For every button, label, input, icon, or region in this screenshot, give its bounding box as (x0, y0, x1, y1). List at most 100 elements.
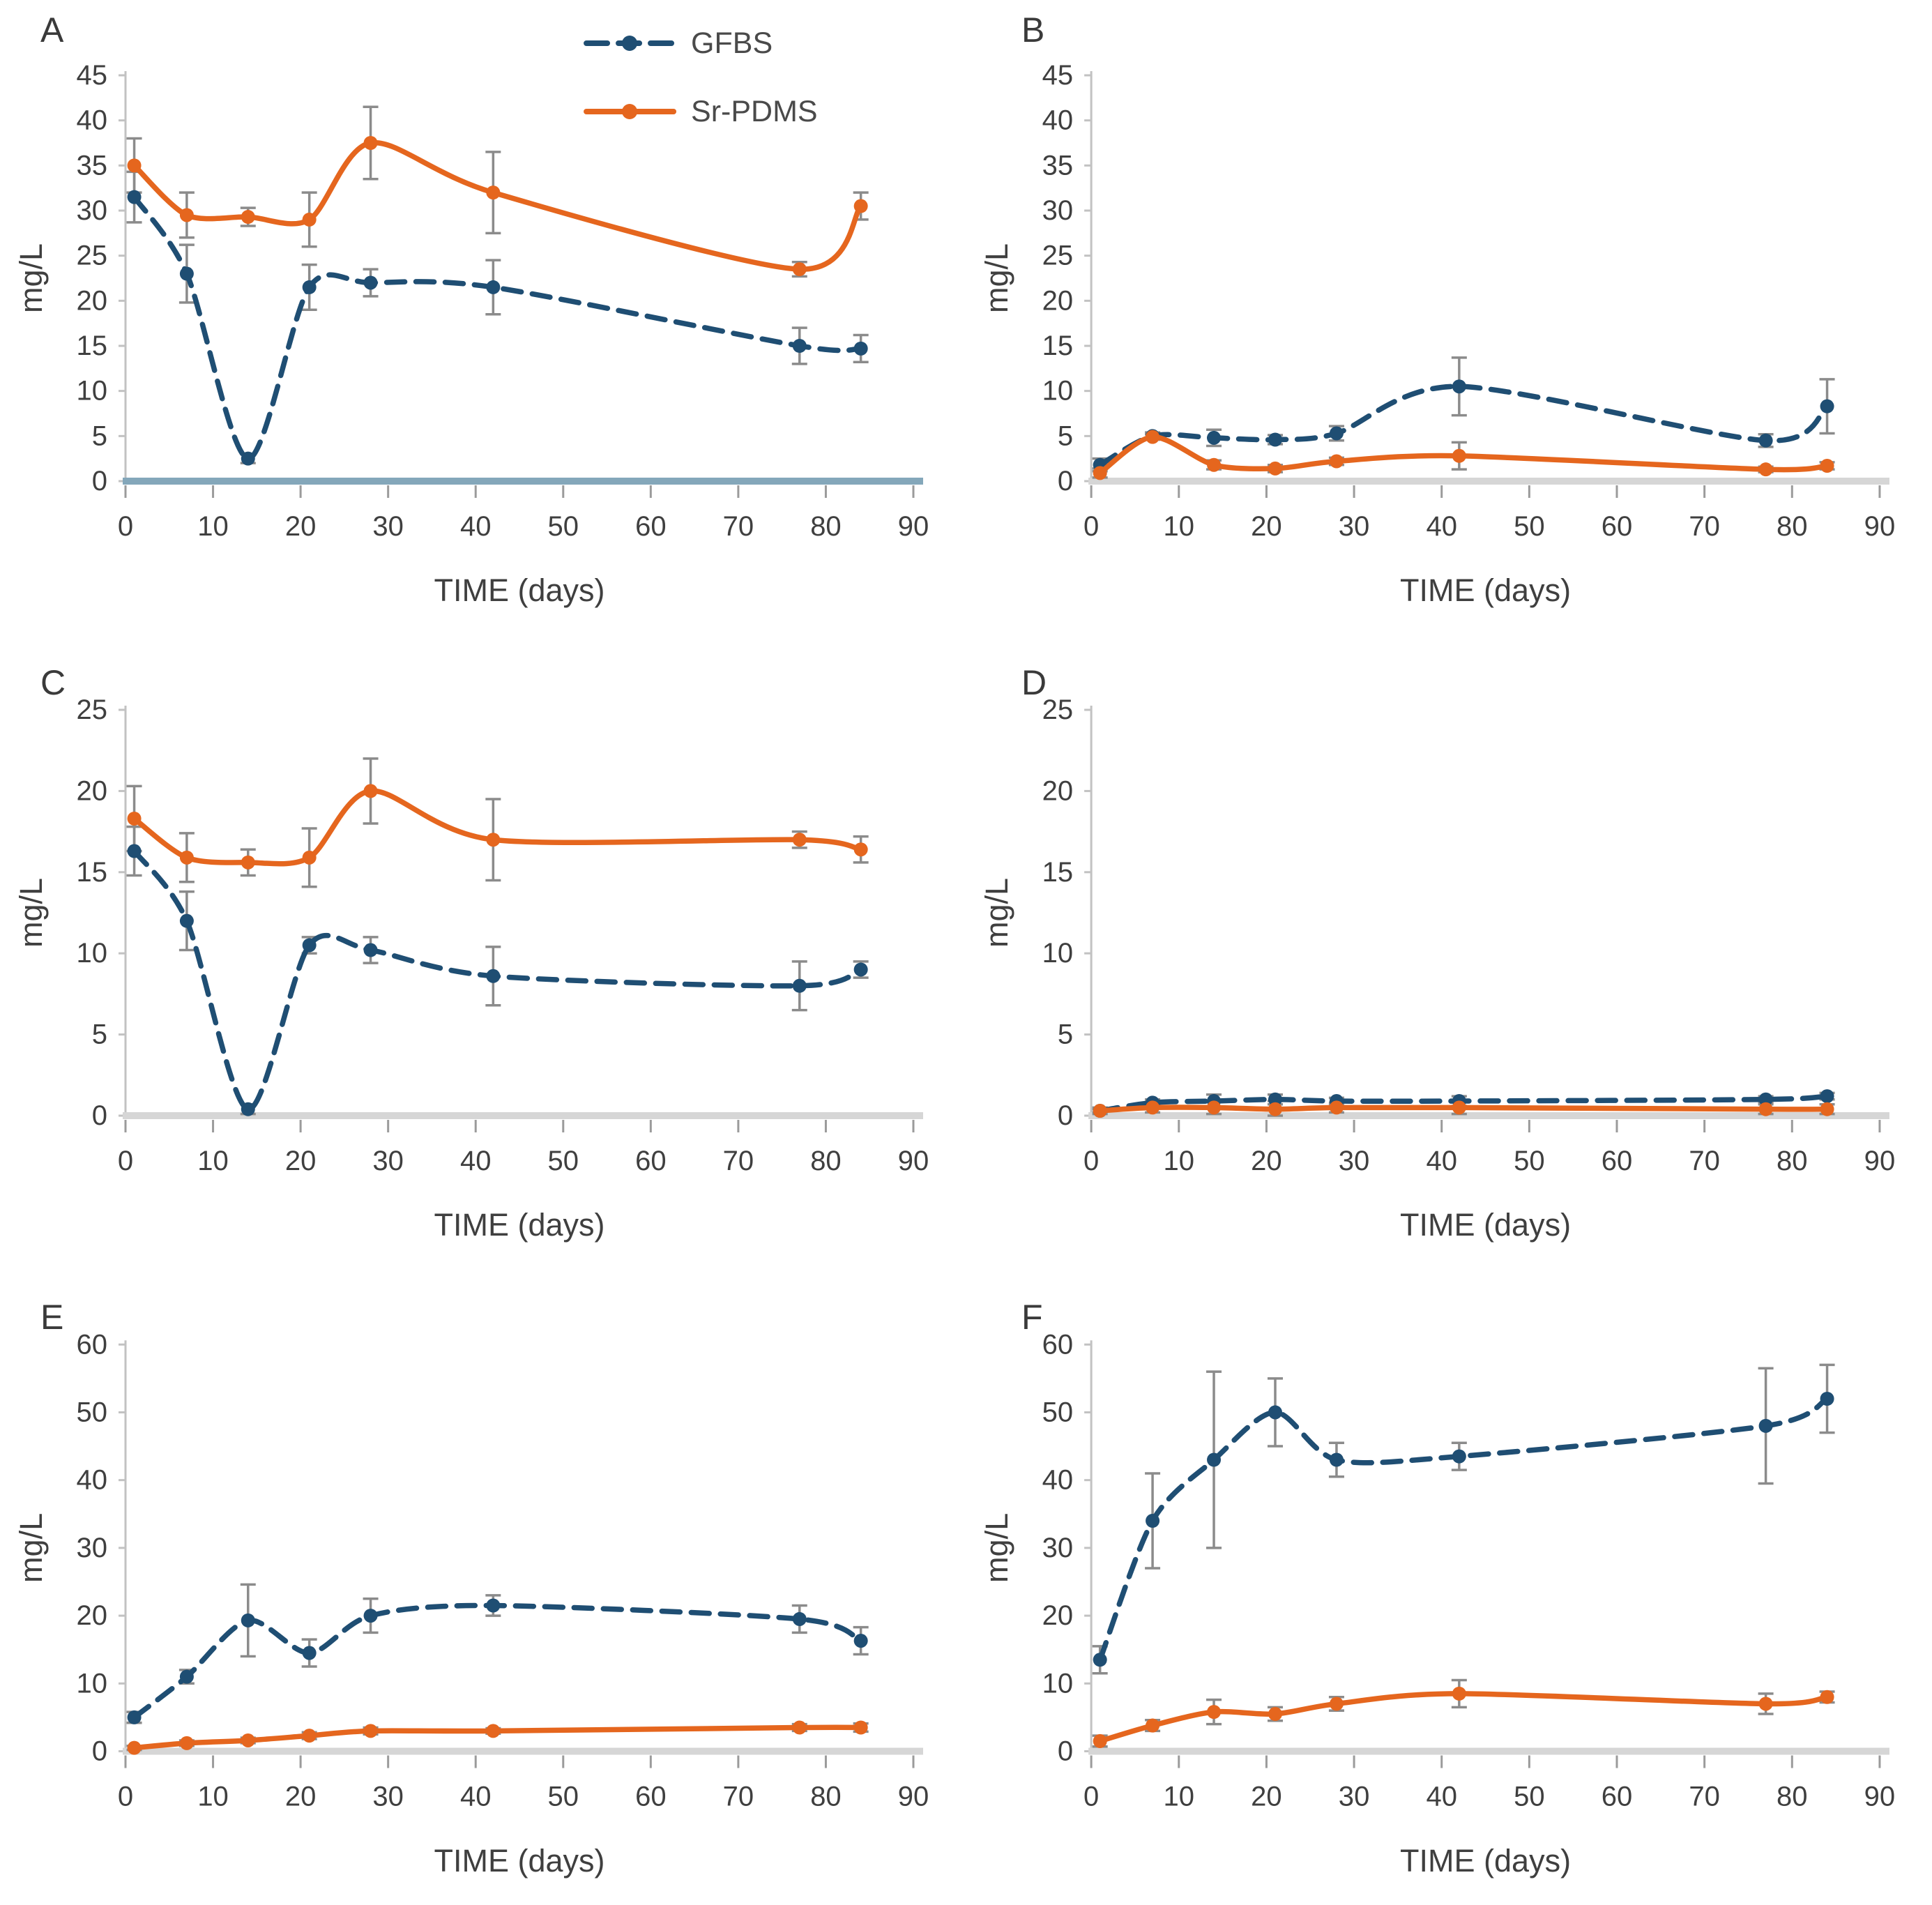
svg-text:TIME (days): TIME (days) (434, 1207, 604, 1243)
svg-text:15: 15 (77, 331, 108, 361)
svg-text:60: 60 (1042, 1329, 1074, 1360)
svg-text:25: 25 (77, 695, 108, 725)
svg-text:60: 60 (1602, 511, 1633, 542)
svg-text:80: 80 (810, 1782, 841, 1812)
svg-text:70: 70 (723, 511, 754, 542)
svg-text:80: 80 (1777, 511, 1808, 542)
svg-text:0: 0 (118, 1782, 133, 1812)
svg-text:80: 80 (810, 1146, 842, 1176)
svg-text:90: 90 (1864, 1146, 1896, 1176)
svg-text:35: 35 (1042, 150, 1074, 181)
svg-text:5: 5 (1058, 420, 1073, 451)
svg-text:15: 15 (1042, 857, 1074, 888)
svg-text:35: 35 (77, 150, 108, 181)
svg-text:20: 20 (1251, 1146, 1282, 1176)
svg-text:0: 0 (118, 1146, 133, 1176)
svg-text:10: 10 (1164, 1782, 1195, 1812)
svg-text:50: 50 (548, 1146, 579, 1176)
svg-text:40: 40 (77, 105, 108, 136)
svg-text:50: 50 (1042, 1397, 1074, 1427)
svg-text:30: 30 (372, 511, 404, 542)
svg-text:0: 0 (118, 511, 133, 542)
svg-text:40: 40 (1042, 1465, 1074, 1496)
svg-text:70: 70 (1689, 511, 1720, 542)
svg-text:10: 10 (77, 376, 108, 407)
svg-text:20: 20 (77, 775, 108, 806)
svg-text:10: 10 (1164, 511, 1195, 542)
svg-text:40: 40 (77, 1465, 107, 1496)
svg-text:40: 40 (1426, 1782, 1457, 1812)
svg-text:10: 10 (197, 1782, 228, 1812)
svg-text:30: 30 (77, 195, 108, 226)
svg-text:0: 0 (1083, 1782, 1099, 1812)
svg-text:30: 30 (1042, 195, 1074, 226)
svg-text:70: 70 (1689, 1146, 1720, 1176)
svg-text:20: 20 (1251, 1782, 1282, 1812)
svg-text:10: 10 (1042, 376, 1074, 407)
svg-text:10: 10 (77, 1668, 107, 1699)
svg-text:40: 40 (460, 1782, 491, 1812)
svg-text:10: 10 (1164, 1146, 1195, 1176)
svg-text:Sr-PDMS: Sr-PDMS (691, 95, 818, 128)
svg-text:30: 30 (1339, 511, 1370, 542)
panel-e: E 0 10 20 30 40 50 60 0 10 20 30 40 50 60 70 80 90 TIME (… (0, 1269, 966, 1905)
svg-text:30: 30 (372, 1146, 404, 1176)
svg-text:25: 25 (77, 241, 108, 271)
panel-a-chart: 0 5 10 15 20 25 30 35 40 45 0 10 20 30 40 50 60 70 80 90 TIM… (13, 26, 929, 608)
svg-text:5: 5 (92, 1019, 107, 1050)
svg-text:25: 25 (1042, 695, 1074, 725)
panel-f: F 0 10 20 30 40 50 60 0 10 20 30 40 50 60 70 80 90 TIME (… (966, 1269, 1932, 1905)
svg-text:45: 45 (77, 60, 108, 91)
svg-text:0: 0 (1083, 511, 1099, 542)
svg-text:30: 30 (372, 1782, 403, 1812)
svg-text:mg/L: mg/L (13, 878, 49, 948)
svg-text:0: 0 (1058, 1100, 1073, 1131)
svg-text:0: 0 (92, 466, 107, 496)
svg-text:15: 15 (1042, 331, 1074, 361)
svg-text:mg/L: mg/L (979, 878, 1014, 948)
svg-text:0: 0 (92, 1100, 107, 1131)
svg-text:50: 50 (1514, 511, 1545, 542)
svg-text:90: 90 (1864, 511, 1896, 542)
svg-text:20: 20 (1042, 775, 1074, 806)
svg-text:TIME (days): TIME (days) (1400, 1843, 1571, 1879)
svg-text:5: 5 (92, 420, 107, 451)
svg-text:80: 80 (810, 511, 842, 542)
svg-text:40: 40 (1426, 1146, 1457, 1176)
svg-text:60: 60 (77, 1329, 107, 1360)
svg-text:30: 30 (77, 1533, 107, 1563)
panel-f-label: F (1021, 1298, 1044, 1337)
svg-text:15: 15 (77, 857, 108, 888)
svg-text:30: 30 (1339, 1146, 1370, 1176)
svg-text:50: 50 (548, 511, 579, 542)
panel-b-chart: 0 5 10 15 20 25 30 35 40 45 0 10 20 30 40 50 60 70 80 90 TIM… (979, 60, 1896, 608)
svg-text:40: 40 (1042, 105, 1074, 136)
svg-text:GFBS: GFBS (691, 26, 773, 60)
svg-text:50: 50 (1514, 1782, 1545, 1812)
svg-text:60: 60 (1602, 1782, 1633, 1812)
svg-text:mg/L: mg/L (979, 1513, 1014, 1583)
svg-text:TIME (days): TIME (days) (1400, 1207, 1571, 1243)
panel-e-chart: 0 10 20 30 40 50 60 0 10 20 30 40 50 60 70 80 90 TIME (da… (13, 1329, 929, 1879)
panel-e-label: E (40, 1298, 65, 1337)
svg-text:90: 90 (898, 511, 929, 542)
svg-text:20: 20 (285, 1782, 316, 1812)
svg-text:40: 40 (1426, 511, 1457, 542)
panel-c-label: C (40, 663, 67, 702)
svg-text:80: 80 (1777, 1782, 1808, 1812)
svg-text:25: 25 (1042, 241, 1074, 271)
svg-text:0: 0 (1058, 1736, 1073, 1767)
svg-text:80: 80 (1777, 1146, 1808, 1176)
svg-text:mg/L: mg/L (979, 243, 1014, 313)
panel-f-chart: 0 10 20 30 40 50 60 0 10 20 30 40 50 60 70 80 90 TIME (da… (979, 1329, 1895, 1879)
svg-text:10: 10 (1042, 1668, 1074, 1699)
svg-text:0: 0 (1058, 466, 1073, 496)
svg-text:20: 20 (77, 1600, 107, 1631)
svg-text:20: 20 (285, 1146, 317, 1176)
panel-a: A 0 5 10 15 20 25 30 35 40 45 0 10 20 30 40 50 60 70 80 90 T… (0, 0, 966, 635)
svg-text:10: 10 (77, 938, 108, 969)
svg-text:60: 60 (635, 1782, 666, 1812)
svg-text:60: 60 (1602, 1146, 1633, 1176)
svg-text:30: 30 (1042, 1533, 1074, 1563)
